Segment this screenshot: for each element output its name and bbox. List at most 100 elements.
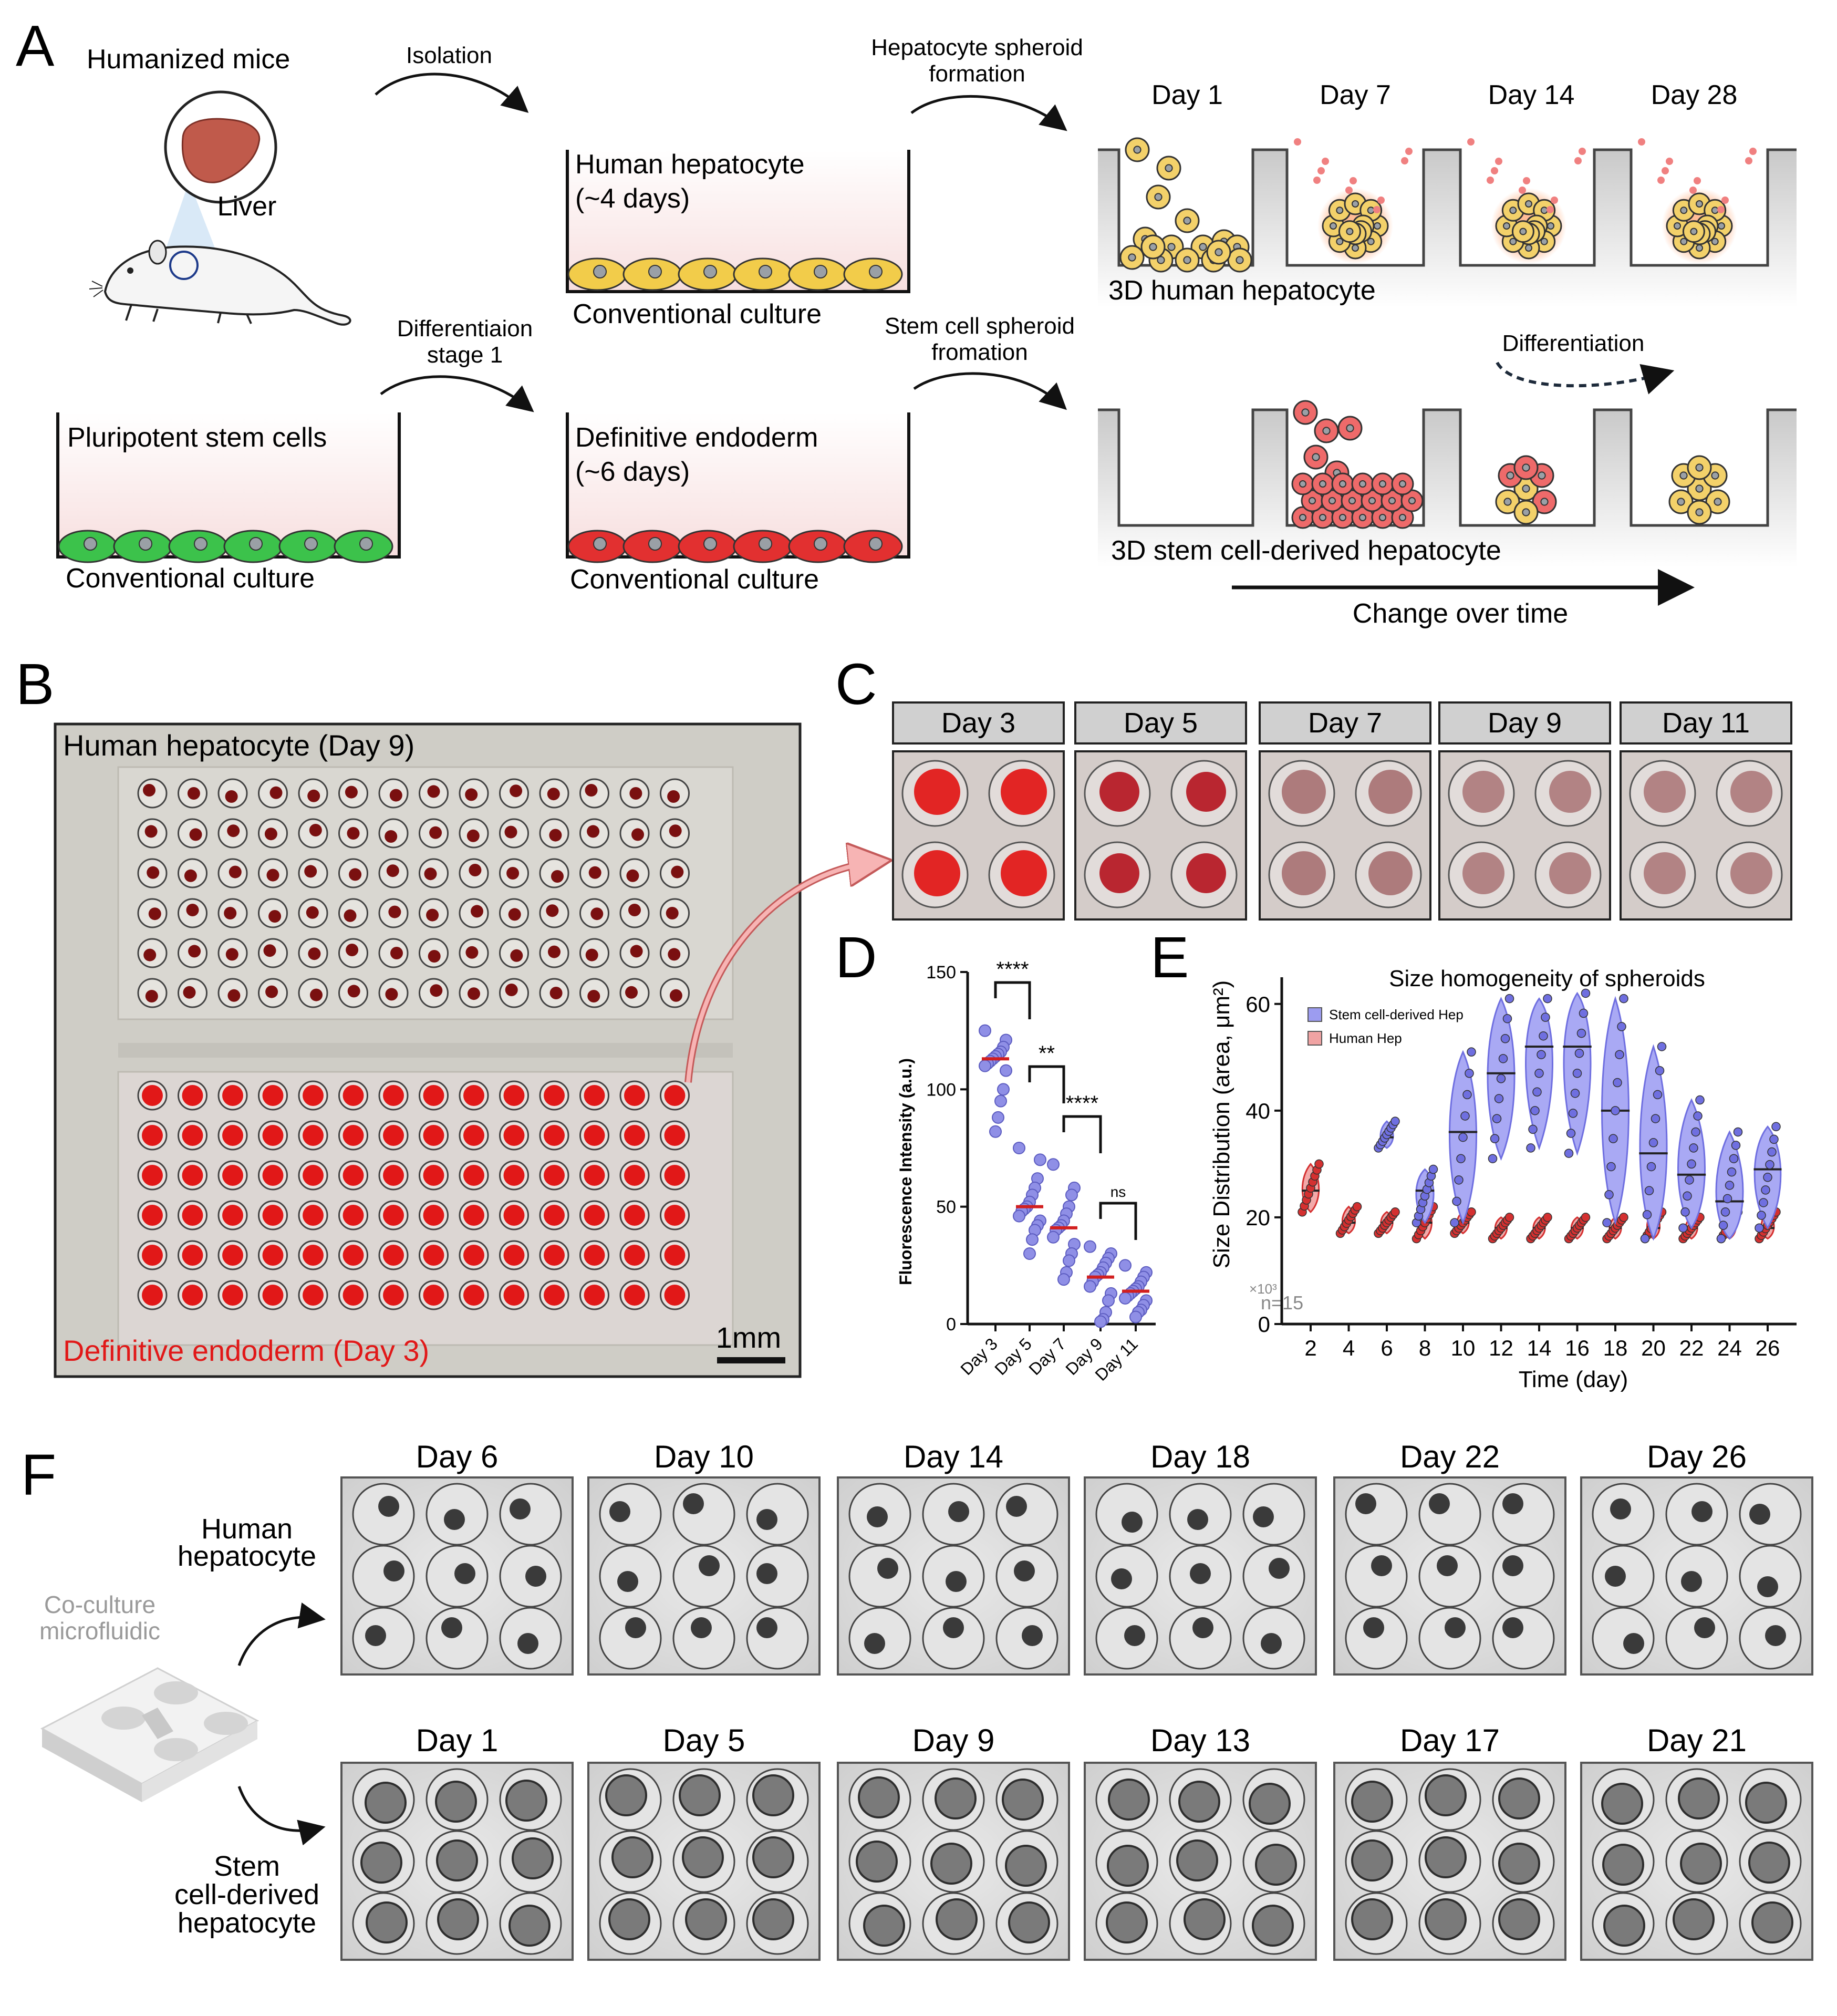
- chip-spheroid: [510, 784, 523, 798]
- chip-spheroid: [624, 1245, 645, 1266]
- e-x-tick-label: 12: [1489, 1336, 1513, 1360]
- f-spheroid: [360, 1842, 402, 1884]
- scale-bar: [717, 1357, 785, 1363]
- e-stem-point: [1490, 1134, 1500, 1143]
- stem-cell-nucleus: [1299, 480, 1306, 488]
- chip-spheroid: [303, 1285, 324, 1306]
- stem-cell-nucleus: [1322, 427, 1331, 435]
- stem-cell-nucleus: [1359, 514, 1366, 521]
- c-spheroid: [1282, 851, 1326, 895]
- f-well: [1345, 1483, 1408, 1546]
- spheroid-cell-nucleus: [1522, 484, 1530, 493]
- spheroid-cell-nucleus: [1506, 471, 1514, 480]
- e-stem-point: [1729, 1154, 1739, 1163]
- secretion-dot: [1373, 206, 1381, 213]
- e-stem-point: [1615, 1050, 1624, 1059]
- chip-spheroid: [148, 907, 161, 921]
- dish-definitive-endoderm: Definitive endoderm (~6 days) Convention…: [566, 412, 910, 595]
- chip-spheroid: [664, 1125, 686, 1146]
- stem-cell-nucleus: [249, 537, 263, 551]
- chip-spheroid: [423, 1205, 444, 1226]
- f-spheroid: [752, 1898, 794, 1940]
- f-spheroid: [1351, 1839, 1393, 1881]
- e-stem-point: [1685, 1175, 1694, 1185]
- f-well: [1345, 1545, 1408, 1608]
- e-stem-point: [1693, 1111, 1703, 1121]
- f-well: [672, 1483, 735, 1546]
- f-spheroid: [1108, 1779, 1150, 1821]
- e-stem-point: [1460, 1111, 1470, 1121]
- stem-cell-nucleus: [1388, 497, 1396, 504]
- stem-cell-nucleus: [139, 537, 152, 551]
- spheroid-cell-nucleus: [1695, 463, 1704, 472]
- f-spheroid: [1498, 1843, 1540, 1885]
- panel-e-letter: E: [1150, 925, 1189, 990]
- chip-spheroid: [385, 830, 398, 843]
- e-stem-point: [1683, 1191, 1692, 1201]
- c-spheroid: [1730, 771, 1772, 813]
- chip-spheroid: [506, 867, 520, 880]
- chip-spheroid: [266, 869, 279, 882]
- e-stem-point: [1488, 1154, 1498, 1163]
- d-sig-bracket: [1062, 1115, 1102, 1153]
- e-stem-point: [1541, 1012, 1550, 1022]
- chip-spheroid: [584, 1085, 605, 1106]
- c-day-label: Day 5: [1124, 707, 1198, 739]
- secretion-dot: [1467, 138, 1475, 146]
- secretion-dot: [1322, 158, 1329, 165]
- stem-cell-nucleus: [1309, 497, 1316, 504]
- chip-spheroid: [343, 1125, 364, 1146]
- chip-spheroid: [429, 826, 442, 839]
- d-point: [1084, 1280, 1096, 1293]
- f-spheroid: [682, 1836, 724, 1878]
- e-human-point: [1352, 1202, 1362, 1212]
- e-stem-point: [1767, 1147, 1777, 1157]
- chip-spheroid: [503, 1085, 525, 1106]
- e-stem-point: [1651, 1114, 1660, 1123]
- e-x-tick-label: 18: [1603, 1336, 1628, 1360]
- hep-spheroid-label-1: Hepatocyte spheroid: [871, 35, 1083, 60]
- f-spheroid: [1261, 1633, 1282, 1654]
- f-well: [1345, 1607, 1408, 1670]
- e-human-point: [1619, 1213, 1628, 1222]
- hepatocyte-cell-nucleus: [1149, 243, 1157, 251]
- f-spheroid: [1355, 1493, 1376, 1514]
- spheroid-cell-nucleus: [1522, 463, 1530, 472]
- f-spheroid: [1014, 1560, 1035, 1581]
- hepatocyte-cell-nucleus: [1183, 256, 1191, 264]
- secretion-dot: [1317, 167, 1325, 174]
- e-stem-point: [1653, 1090, 1663, 1100]
- c-spheroid: [1644, 852, 1686, 894]
- d-point: [1129, 1310, 1142, 1324]
- chip-spheroid: [469, 864, 482, 876]
- chip-spheroid: [426, 908, 439, 922]
- f-stem-label-3: hepatocyte: [178, 1907, 316, 1939]
- a-day-28: Day 28: [1651, 80, 1738, 110]
- e-x-tick-label: 20: [1641, 1336, 1666, 1360]
- endoderm-cell-nucleus: [814, 537, 827, 551]
- secretion-dot: [1294, 138, 1301, 146]
- d-point: [1119, 1291, 1132, 1305]
- secretion-dot: [1666, 158, 1673, 165]
- f-spheroid: [1351, 1781, 1393, 1823]
- f-spheroid: [683, 1493, 704, 1514]
- e-stem-point: [1500, 1034, 1510, 1043]
- chip-spheroid: [584, 1205, 605, 1226]
- secretion-dot: [1377, 197, 1385, 204]
- chip-spheroid: [504, 825, 517, 839]
- c-day-label: Day 11: [1662, 707, 1750, 739]
- diff-stage-arrow: [380, 375, 534, 412]
- e-stem-point: [1731, 1141, 1741, 1150]
- f-top-day-label: Day 10: [654, 1439, 754, 1474]
- chip-spheroid: [383, 1245, 404, 1266]
- f-well: [352, 1545, 415, 1608]
- a-day-14: Day 14: [1488, 80, 1575, 110]
- chip-spheroid: [268, 910, 282, 923]
- chip-spheroid: [184, 869, 197, 882]
- chip-spheroid: [430, 984, 443, 997]
- chip-spheroid: [389, 789, 402, 802]
- spheroid-cell-nucleus: [1696, 244, 1703, 252]
- spheroid-cell-nucleus: [1680, 206, 1688, 214]
- e-x-tick-label: 22: [1679, 1336, 1704, 1360]
- chip-spheroid: [466, 829, 480, 842]
